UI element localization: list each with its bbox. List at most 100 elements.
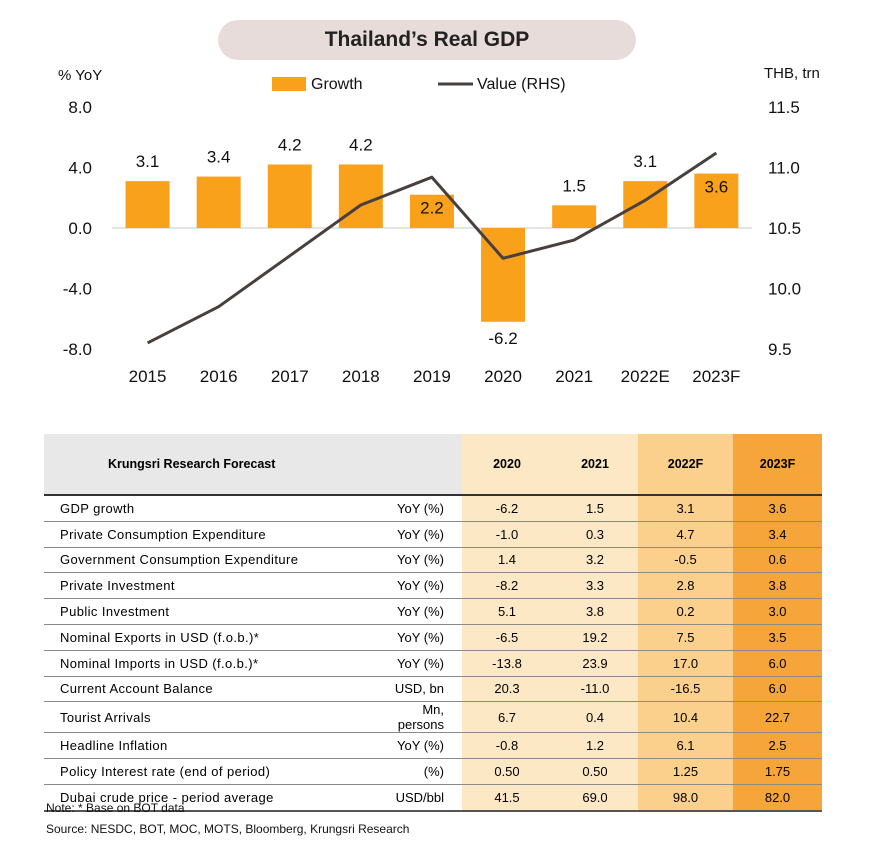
cell-value: -6.2 (462, 495, 552, 522)
y-tick-left: -8.0 (63, 340, 92, 359)
row-label: Headline Inflation (60, 738, 168, 754)
cell-value: 0.3 (552, 521, 638, 548)
row-label: Current Account Balance (60, 681, 214, 697)
cell-value: 10.4 (638, 701, 733, 733)
row-label: Government Consumption Expenditure (60, 552, 299, 568)
cell-value: 0.50 (462, 758, 552, 785)
growth-bar (338, 164, 383, 228)
cell-value: 5.1 (462, 598, 552, 625)
gdp-chart: % YoY THB, trn 8.0 4.0 0.0 -4.0 -8.0 11.5 11.0 10… (58, 65, 820, 386)
value-line (146, 151, 718, 345)
x-tick-label: 2018 (342, 367, 380, 386)
cell-value: 17.0 (638, 650, 733, 677)
cell-value: 3.6 (733, 495, 822, 522)
bar-data-label: 3.4 (207, 148, 231, 167)
table-row: Headline Inflation YoY (%) -0.8 1.2 6.1 2.5 (44, 732, 822, 759)
growth-bar (623, 181, 668, 228)
table-header-row: Krungsri Research Forecast 2020 2021 202… (44, 434, 822, 495)
footnote-source: Source: NESDC, BOT, MOC, MOTS, Bloomberg… (46, 822, 410, 836)
cell-value: 3.4 (733, 521, 822, 548)
cell-value: -1.0 (462, 521, 552, 548)
table-row: Private Consumption Expenditure YoY (%) -1… (44, 521, 822, 548)
x-tick-label: 2020 (484, 367, 522, 386)
cell-value: 3.2 (552, 547, 638, 573)
bar-data-label: 3.6 (705, 178, 729, 197)
growth-bar (125, 181, 170, 228)
row-unit: USD, bn (394, 681, 444, 697)
bar-data-label: -6.2 (488, 329, 517, 348)
cell-value: 6.0 (733, 676, 822, 702)
table-header-title: Krungsri Research Forecast (44, 434, 462, 495)
cell-value: 41.5 (462, 784, 552, 811)
cell-value: 3.0 (733, 598, 822, 625)
bar-data-label: 1.5 (562, 176, 586, 195)
cell-value: 0.6 (733, 547, 822, 573)
row-label: Private Consumption Expenditure (60, 526, 267, 542)
cell-value: 23.9 (552, 650, 638, 677)
cell-value: 98.0 (638, 784, 733, 811)
row-label: Tourist Arrivals (60, 709, 151, 725)
cell-value: 3.3 (552, 572, 638, 599)
cell-value: 3.8 (552, 598, 638, 625)
cell-value: 82.0 (733, 784, 822, 811)
year-header: 2020 (462, 434, 552, 495)
row-unit: USD/bbl (395, 789, 444, 805)
year-header: 2021 (552, 434, 638, 495)
cell-value: 1.25 (638, 758, 733, 785)
row-label: Public Investment (60, 604, 170, 620)
y-tick-left: -4.0 (63, 280, 92, 299)
y-tick-right: 10.5 (768, 219, 801, 238)
growth-bar (196, 176, 241, 228)
cell-value: 7.5 (638, 624, 733, 651)
cell-value: 22.7 (733, 701, 822, 733)
cell-value: 1.5 (552, 495, 638, 522)
cell-value: 6.0 (733, 650, 822, 677)
cell-value: 4.7 (638, 521, 733, 548)
row-unit: YoY (%) (397, 552, 444, 568)
table-row: Dubai crude price - period average USD/bb… (44, 784, 822, 811)
row-label: Dubai crude price - period average (60, 789, 274, 805)
y-axis-right-label: THB, trn (764, 65, 820, 82)
cell-value: 3.8 (733, 572, 822, 599)
y-tick-left: 8.0 (68, 98, 92, 117)
cell-value: 0.4 (552, 701, 638, 733)
legend-value-label: Value (RHS) (477, 76, 566, 93)
cell-value: -16.5 (638, 676, 733, 702)
x-tick-label: 2023F (692, 367, 740, 386)
cell-value: 1.75 (733, 758, 822, 785)
row-unit: (%) (423, 764, 444, 780)
growth-bar (267, 164, 312, 228)
growth-bar (552, 205, 597, 228)
x-tick-label: 2022E (621, 367, 670, 386)
year-header: 2023F (733, 434, 822, 495)
table-row: Nominal Imports in USD (f.o.b.)* YoY (%) -… (44, 650, 822, 677)
chart-title: Thailand’s Real GDP (218, 20, 636, 60)
y-tick-left: 4.0 (68, 159, 92, 178)
row-unit: YoY (%) (397, 526, 444, 542)
cell-value: -0.8 (462, 732, 552, 759)
table-row: Government Consumption Expenditure YoY (%… (44, 547, 822, 573)
bar-data-label: 3.1 (136, 152, 160, 171)
cell-value: 6.1 (638, 732, 733, 759)
bar-data-label: 3.1 (633, 152, 657, 171)
cell-value: -13.8 (462, 650, 552, 677)
footnote-note: Note: * Base on BOT data (46, 801, 185, 815)
growth-bar (694, 173, 739, 228)
cell-value: 2.5 (733, 732, 822, 759)
row-unit: YoY (%) (397, 604, 444, 620)
x-tick-label: 2017 (271, 367, 309, 386)
row-unit: YoY (%) (397, 655, 444, 671)
y-tick-right: 9.5 (768, 340, 792, 359)
cell-value: 1.2 (552, 732, 638, 759)
table-row: Public Investment YoY (%) 5.1 3.8 0.2 3.0 (44, 598, 822, 625)
row-label: Nominal Imports in USD (f.o.b.)* (60, 655, 259, 671)
cell-value: -6.5 (462, 624, 552, 651)
year-header: 2022F (638, 434, 733, 495)
table-row: Nominal Exports in USD (f.o.b.)* YoY (%) -… (44, 624, 822, 651)
y-tick-right: 11.5 (768, 98, 800, 117)
table-row: Private Investment YoY (%) -8.2 3.3 2.8 3.8 (44, 572, 822, 599)
x-tick-label: 2015 (129, 367, 167, 386)
x-tick-label: 2019 (413, 367, 451, 386)
cell-value: 0.50 (552, 758, 638, 785)
cell-value: 2.8 (638, 572, 733, 599)
